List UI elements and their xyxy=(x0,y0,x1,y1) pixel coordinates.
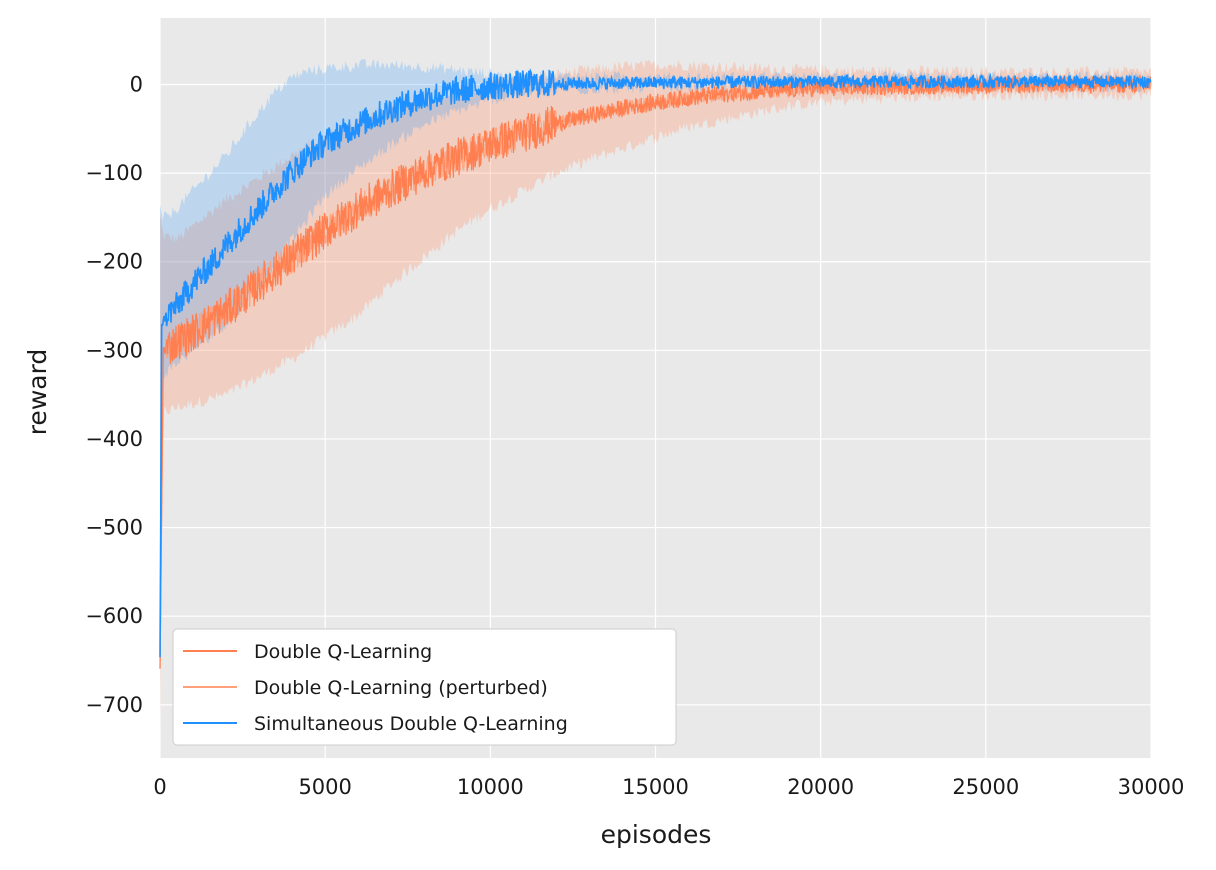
y-tick-label: −200 xyxy=(85,250,143,274)
legend-box xyxy=(172,628,677,746)
series-bands xyxy=(160,59,1151,725)
x-tick-label: 15000 xyxy=(622,775,689,799)
x-tick-label: 5000 xyxy=(298,775,351,799)
y-tick-label: 0 xyxy=(130,72,143,96)
series-lines xyxy=(159,68,1152,669)
y-tick-label: −100 xyxy=(85,161,143,185)
series-band xyxy=(160,59,1151,725)
y-tick-label: −700 xyxy=(85,693,143,717)
series-line xyxy=(159,74,1152,669)
legend-label: Simultaneous Double Q-Learning xyxy=(254,713,568,735)
series-line xyxy=(159,68,1152,658)
x-tick-label: 0 xyxy=(153,775,166,799)
y-tick-labels: 0 −100 −200 −300 −400 −500 −600 −700 xyxy=(85,72,143,716)
legend-label: Double Q-Learning xyxy=(254,641,432,663)
x-tick-label: 30000 xyxy=(1118,775,1185,799)
legend: Double Q-Learning Double Q-Learning (pert… xyxy=(172,628,677,746)
x-tick-label: 20000 xyxy=(787,775,854,799)
y-tick-label: −600 xyxy=(85,604,143,628)
series-band xyxy=(160,59,1151,685)
legend-label: Double Q-Learning (perturbed) xyxy=(254,677,548,699)
y-tick-label: −400 xyxy=(85,427,143,451)
x-tick-label: 10000 xyxy=(457,775,524,799)
x-tick-labels: 0 5000 10000 15000 20000 25000 30000 xyxy=(153,775,1184,799)
y-axis-label: reward xyxy=(23,349,52,436)
y-tick-label: −500 xyxy=(85,516,143,540)
x-tick-label: 25000 xyxy=(952,775,1019,799)
x-axis-label: episodes xyxy=(601,820,712,849)
y-tick-label: −300 xyxy=(85,338,143,362)
